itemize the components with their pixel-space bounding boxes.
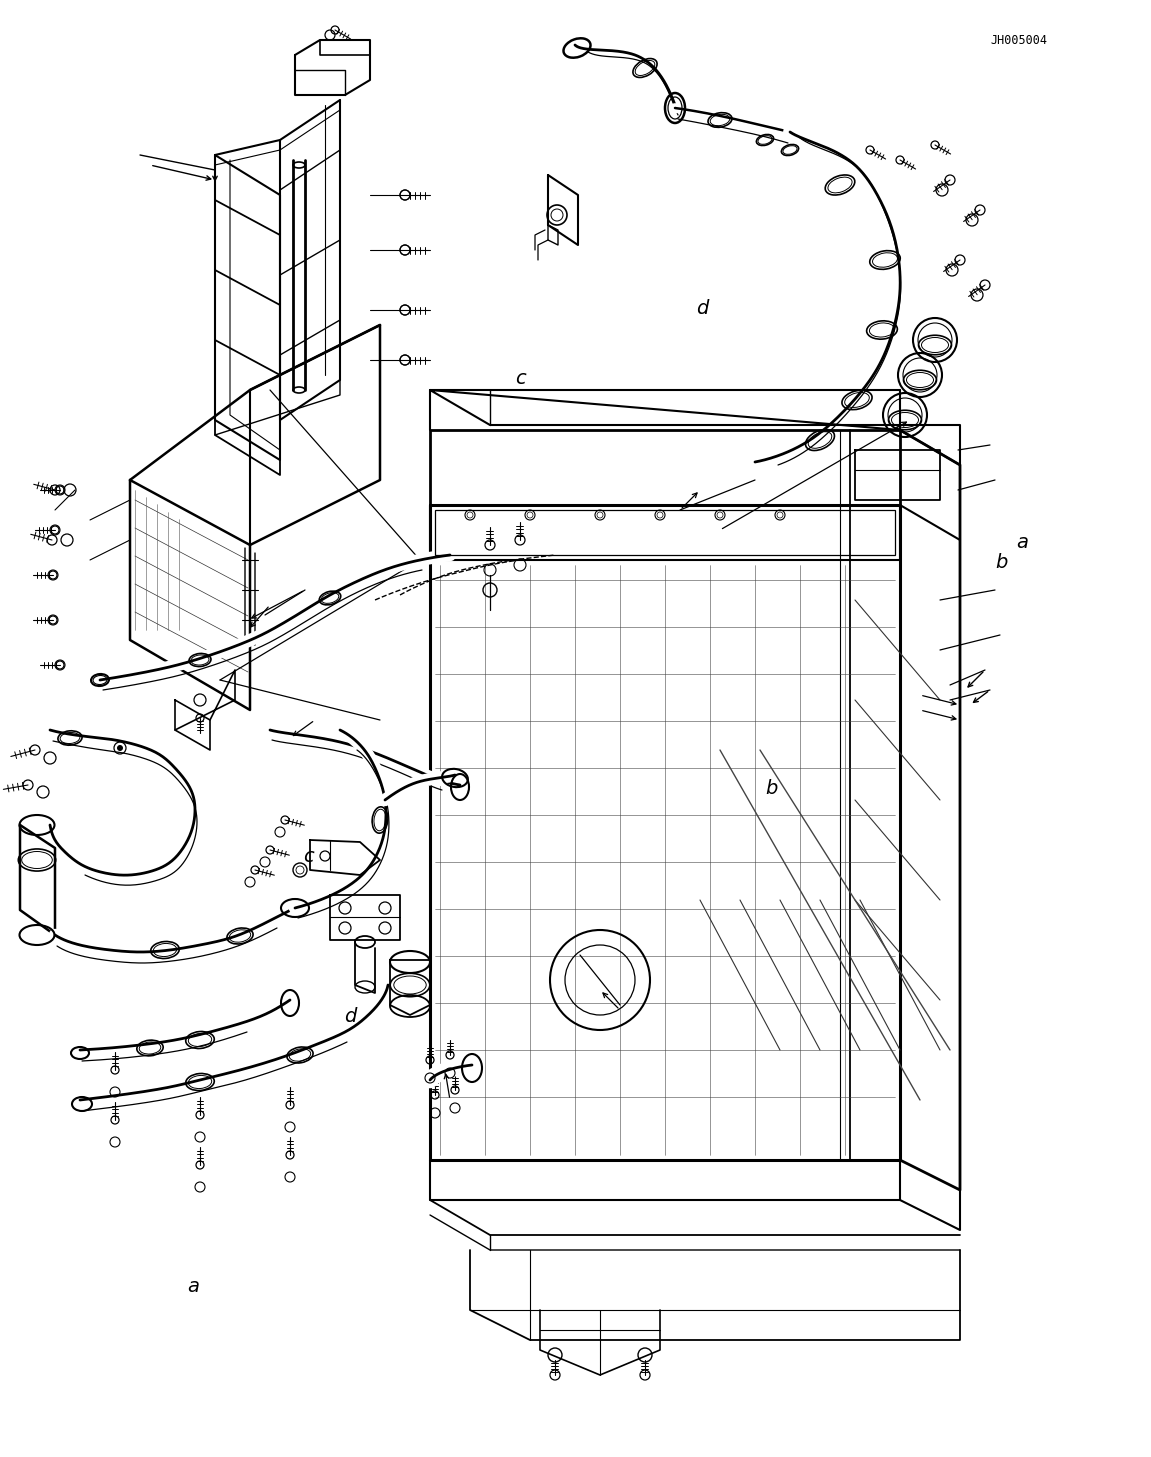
Text: c: c [514,369,526,389]
Text: d: d [344,1007,356,1027]
Text: c: c [303,847,314,867]
Bar [435,510,895,555]
Text: a: a [1016,532,1028,552]
Text: JH005004: JH005004 [990,35,1047,47]
Text: a: a [188,1276,199,1297]
Text: b: b [765,778,777,798]
Text: d: d [696,299,708,319]
Text: b: b [996,552,1007,573]
Circle shape [117,745,123,750]
